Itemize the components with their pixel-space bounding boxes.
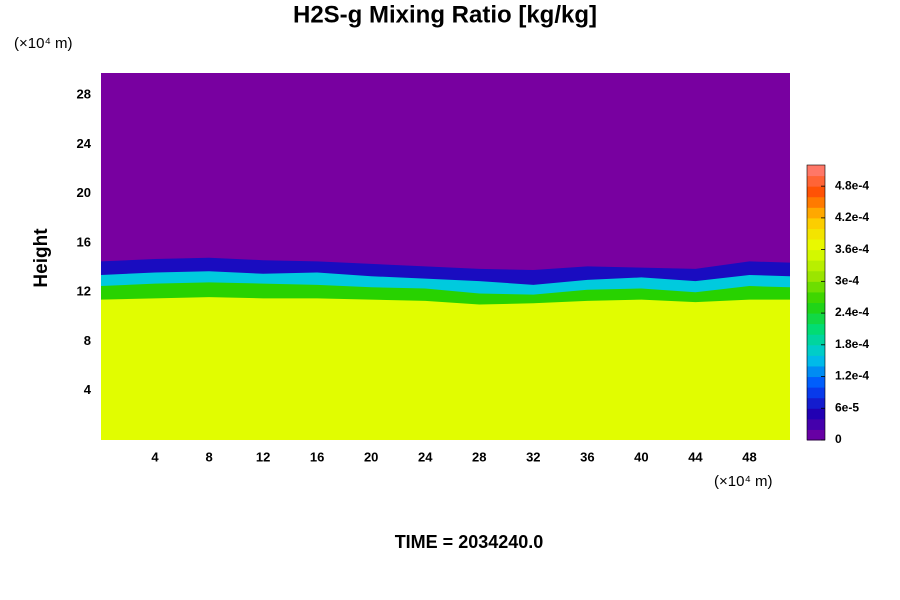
colorbar-bin	[807, 397, 825, 409]
colorbar-bin	[807, 281, 825, 293]
colorbar-label: 4.2e-4	[835, 210, 869, 224]
colorbar-frame	[806, 164, 826, 441]
colorbar-bin	[807, 196, 825, 208]
y-tick-label: 20	[77, 185, 91, 200]
x-unit: (×10⁴ m)	[714, 473, 773, 490]
x-tick-label: 12	[256, 449, 270, 464]
colorbar-label: 3e-4	[835, 274, 859, 288]
x-tick-label: 4	[151, 449, 159, 464]
colorbar-bin	[807, 355, 825, 367]
x-tick-label: 28	[472, 449, 486, 464]
colorbar-label: 1.8e-4	[835, 337, 869, 351]
colorbar-bin	[807, 291, 825, 303]
colorbar-label: 4.8e-4	[835, 178, 869, 192]
colorbar-label: 6e-5	[835, 400, 859, 414]
colorbar-bin	[807, 429, 825, 441]
colorbar-bin	[807, 260, 825, 272]
colorbar-bin	[807, 217, 825, 229]
colorbar-label: 2.4e-4	[835, 305, 869, 319]
footer: TIME = 2034240.0	[395, 532, 544, 552]
x-tick-label: 36	[580, 449, 594, 464]
colorbar-bin	[807, 376, 825, 388]
y-tick-label: 4	[84, 382, 92, 397]
x-tick-label: 32	[526, 449, 540, 464]
colorbar-bin	[807, 175, 825, 187]
x-tick-label: 40	[634, 449, 648, 464]
contour-layer	[101, 297, 790, 440]
colorbar-bin	[807, 323, 825, 335]
colorbar-bin	[807, 334, 825, 346]
colorbar-bin	[807, 270, 825, 282]
chart-title: H2S-g Mixing Ratio [kg/kg]	[293, 1, 597, 28]
colorbar-label: 1.2e-4	[835, 369, 869, 383]
x-tick-label: 44	[688, 449, 703, 464]
colorbar-bin	[807, 418, 825, 430]
y-tick-label: 12	[77, 284, 91, 299]
colorbar-label: 3.6e-4	[835, 242, 869, 256]
x-tick-label: 20	[364, 449, 378, 464]
x-tick-label: 16	[310, 449, 324, 464]
y-tick-label: 16	[77, 234, 91, 249]
colorbar-bin	[807, 302, 825, 314]
y-tick-label: 8	[84, 333, 91, 348]
colorbar-label: 0	[835, 432, 842, 446]
colorbar-bin	[807, 365, 825, 378]
colorbar-bin	[807, 387, 825, 399]
x-tick-label: 48	[742, 449, 756, 464]
y-tick-label: 28	[77, 87, 91, 102]
y-tick-label: 24	[77, 136, 92, 151]
colorbar-bin	[807, 408, 825, 420]
colorbar-bin	[807, 207, 825, 219]
y-unit: (×10⁴ m)	[14, 35, 73, 52]
colorbar-bin	[807, 249, 825, 261]
colorbar-bin	[807, 228, 825, 240]
x-tick-label: 24	[418, 449, 433, 464]
colorbar-bin	[807, 344, 825, 356]
colorbar-bin	[807, 313, 825, 325]
colorbar-bin	[807, 239, 825, 251]
colorbar-bin	[807, 186, 825, 198]
y-axis-label: Height	[31, 228, 52, 288]
colorbar-bin	[807, 165, 825, 177]
x-tick-label: 8	[205, 449, 212, 464]
